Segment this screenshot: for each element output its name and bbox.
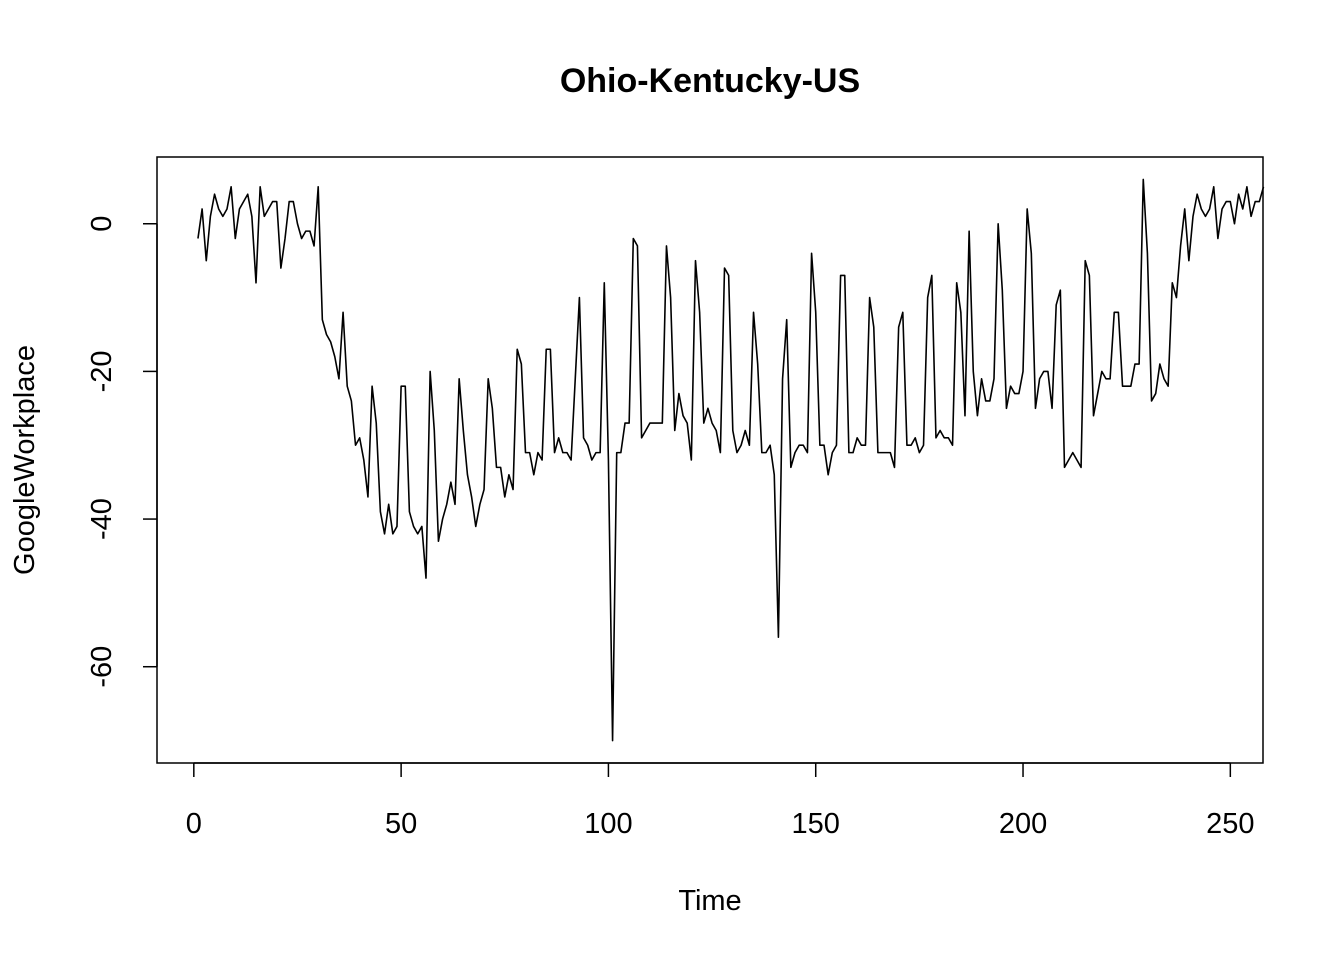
x-tick-label: 200 <box>999 808 1047 840</box>
y-tick-label: 0 <box>86 216 118 232</box>
x-tick-label: 250 <box>1206 808 1254 840</box>
y-axis-label: GoogleWorkplace <box>9 345 41 575</box>
y-tick-label: -20 <box>86 350 118 392</box>
series-line <box>197 178 1265 742</box>
x-tick-label: 0 <box>186 808 202 840</box>
x-axis: 0 50 100 150 200 250 <box>186 762 1255 840</box>
x-axis-label: Time <box>678 885 741 917</box>
x-tick-label: 100 <box>584 808 632 840</box>
chart-title: Ohio-Kentucky-US <box>560 62 860 100</box>
x-tick-label: 150 <box>792 808 840 840</box>
x-tick-label: 50 <box>385 808 417 840</box>
y-axis: 0 -20 -40 -60 <box>86 216 158 688</box>
y-tick-label: -40 <box>86 498 118 540</box>
plot-frame <box>156 156 1264 764</box>
y-tick-label: -60 <box>86 646 118 688</box>
